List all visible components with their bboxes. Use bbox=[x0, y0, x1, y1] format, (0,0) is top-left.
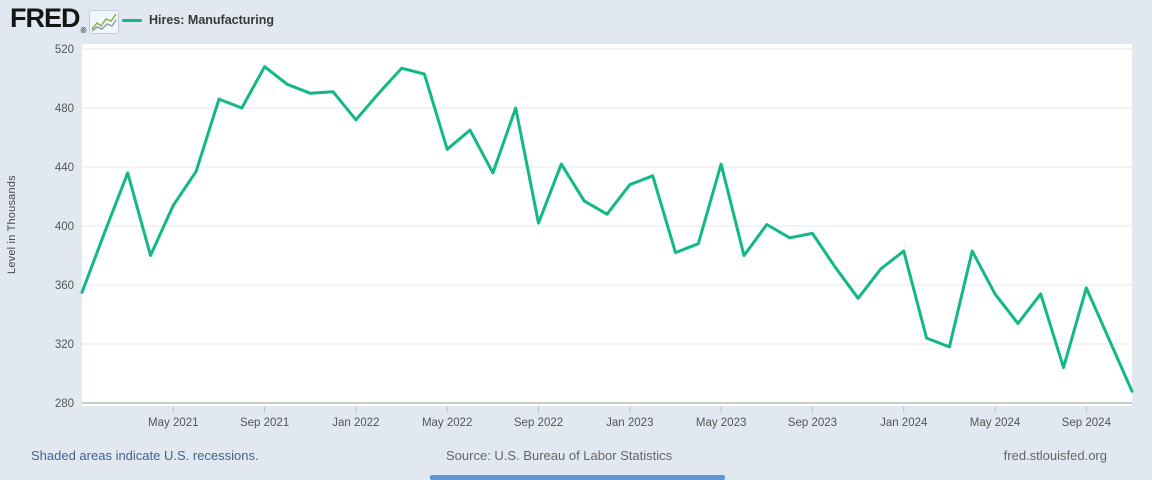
x-tick-label: Sep 2024 bbox=[1062, 417, 1112, 429]
x-tick-label: Jan 2022 bbox=[332, 417, 379, 429]
series-legend-label[interactable]: Hires: Manufacturing bbox=[149, 13, 275, 27]
series-color-swatch bbox=[122, 18, 142, 22]
registered-mark: ® bbox=[80, 25, 87, 35]
x-tick-label: Sep 2022 bbox=[514, 417, 563, 429]
x-tick-label: Jan 2024 bbox=[880, 417, 928, 429]
chart-header: FRED® bbox=[10, 2, 120, 36]
x-tick-label: Sep 2023 bbox=[788, 417, 837, 429]
data-line-hires-manufacturing[interactable] bbox=[80, 65, 1134, 393]
recessions-note-link[interactable]: Shaded areas indicate U.S. recessions. bbox=[31, 448, 259, 463]
source-text: Source: U.S. Bureau of Labor Statistics bbox=[446, 448, 673, 463]
bottom-scrollbar[interactable] bbox=[430, 475, 725, 480]
y-tick-label: 360 bbox=[55, 280, 74, 292]
x-tick-label: May 2021 bbox=[148, 417, 199, 429]
chart-footer: Shaded areas indicate U.S. recessions. S… bbox=[0, 448, 1152, 468]
fred-site-text[interactable]: fred.stlouisfed.org bbox=[1003, 448, 1107, 463]
fred-graph-icon bbox=[89, 10, 120, 34]
x-tick-label: May 2022 bbox=[422, 417, 473, 429]
y-tick-label: 440 bbox=[55, 162, 74, 174]
plot-area[interactable] bbox=[82, 44, 1132, 406]
y-tick-label: 280 bbox=[55, 398, 74, 410]
y-tick-label: 480 bbox=[55, 103, 74, 115]
y-tick-label: 400 bbox=[55, 221, 74, 233]
line-chart[interactable]: 280 320 360 400 440 480 520 May 2021 Sep 2021 Jan… bbox=[0, 0, 1152, 440]
y-axis-title: Level in Thousands bbox=[6, 175, 18, 275]
chart-legend: Hires: Manufacturing bbox=[122, 13, 274, 27]
fred-logo[interactable]: FRED® bbox=[10, 2, 87, 35]
x-tick-label: May 2023 bbox=[696, 417, 747, 429]
y-tick-label: 320 bbox=[55, 339, 74, 351]
x-tick-label: Jan 2023 bbox=[606, 417, 653, 429]
x-tick-label: May 2024 bbox=[970, 417, 1021, 429]
y-tick-label: 520 bbox=[55, 44, 74, 56]
x-tick-label: Sep 2021 bbox=[240, 417, 289, 429]
